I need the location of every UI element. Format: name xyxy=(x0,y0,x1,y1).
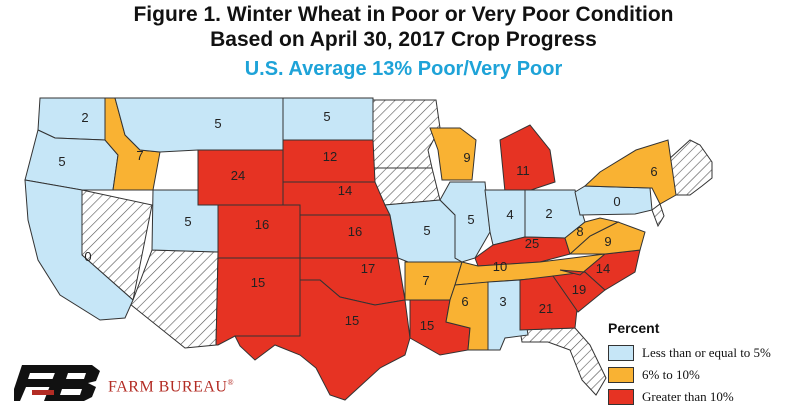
no-data-states xyxy=(81,99,713,396)
state-nm xyxy=(215,257,301,346)
value-ar: 7 xyxy=(422,273,429,288)
value-ok: 17 xyxy=(361,261,375,276)
state-mn xyxy=(372,99,441,169)
legend-title: Percent xyxy=(608,320,660,336)
value-ny: 6 xyxy=(650,164,657,179)
state-wa xyxy=(37,97,106,141)
value-al: 3 xyxy=(499,294,506,309)
brand-name: FARM BUREAU® xyxy=(108,378,235,396)
state-nc xyxy=(559,249,641,291)
state-fl xyxy=(519,327,607,396)
value-ut: 5 xyxy=(184,214,191,229)
value-in: 4 xyxy=(506,207,513,222)
value-mi: 11 xyxy=(516,163,530,178)
value-tx: 15 xyxy=(345,313,359,328)
figure-subtitle: Based on April 30, 2017 Crop Progress xyxy=(210,28,597,51)
state-mi xyxy=(499,124,556,193)
state-value-labels: 2 5 0 7 5 5 24 5 16 12 14 16 17 15 15 5 … xyxy=(58,109,657,333)
legend-swatch-low xyxy=(608,345,634,361)
legend-item-high: Greater than 10% xyxy=(608,386,771,408)
legend-label-mid: 6% to 10% xyxy=(642,367,700,382)
value-id: 7 xyxy=(136,148,143,163)
value-mt: 5 xyxy=(214,116,221,131)
value-mo: 5 xyxy=(423,223,430,238)
value-ms: 6 xyxy=(461,294,468,309)
value-tn: 10 xyxy=(493,259,507,274)
legend-swatch-mid xyxy=(608,367,634,383)
figure-title: Figure 1. Winter Wheat in Poor or Very P… xyxy=(133,3,674,26)
value-oh: 2 xyxy=(545,206,552,221)
value-wa: 2 xyxy=(81,110,88,125)
value-nc: 14 xyxy=(596,261,610,276)
value-wv: 8 xyxy=(576,224,583,239)
legend-swatch-high xyxy=(608,389,634,405)
state-ca xyxy=(24,179,134,321)
legend-item-mid: 6% to 10% xyxy=(608,364,771,386)
value-pa: 0 xyxy=(613,194,620,209)
legend-label-high: Greater than 10% xyxy=(642,389,734,404)
state-nj xyxy=(651,203,665,228)
value-nd: 5 xyxy=(323,109,330,124)
value-il: 5 xyxy=(467,212,474,227)
value-nm: 15 xyxy=(251,275,265,290)
value-wi: 9 xyxy=(463,150,470,165)
value-co: 16 xyxy=(255,217,269,232)
state-ny xyxy=(583,139,677,205)
map-legend: Percent Less than or equal to 5% 6% to 1… xyxy=(608,320,771,408)
value-la: 15 xyxy=(420,318,434,333)
value-or: 5 xyxy=(58,154,65,169)
value-ga: 21 xyxy=(539,301,553,316)
legend-label-low: Less than or equal to 5% xyxy=(642,345,771,360)
state-in xyxy=(484,189,526,246)
value-ne: 14 xyxy=(338,183,352,198)
legend-item-low: Less than or equal to 5% xyxy=(608,342,771,364)
us-average-label: U.S. Average 13% Poor/Very Poor xyxy=(244,58,563,80)
state-new-england xyxy=(667,139,713,196)
farm-bureau-logo-icon xyxy=(14,365,100,401)
data-states xyxy=(24,97,677,401)
state-mt xyxy=(114,97,284,153)
state-wv xyxy=(564,217,620,255)
value-va: 9 xyxy=(604,234,611,249)
state-tx xyxy=(234,266,411,401)
value-ca: 0 xyxy=(84,249,91,264)
value-ky: 25 xyxy=(525,236,539,251)
value-sd: 12 xyxy=(323,149,337,164)
value-wy: 24 xyxy=(231,168,245,183)
state-wi xyxy=(429,127,477,181)
value-sc: 19 xyxy=(572,282,586,297)
value-ks: 16 xyxy=(348,224,362,239)
